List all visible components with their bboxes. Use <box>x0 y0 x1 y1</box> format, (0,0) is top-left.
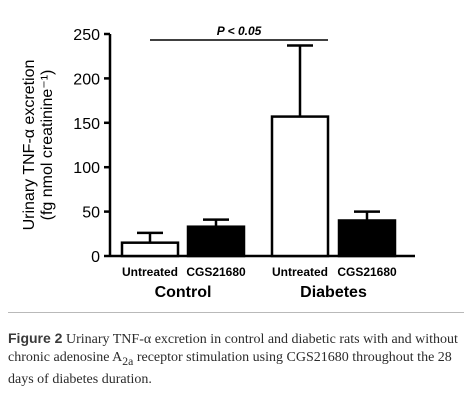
bar <box>186 225 246 258</box>
x-category-label: CGS21680 <box>337 265 397 279</box>
caption-text-2: receptor stimulation using CGS21680 thro… <box>8 350 452 387</box>
y-axis-label-line1: Urinary TNF-α excretion <box>21 60 38 231</box>
significance-label: P < 0.05 <box>217 24 262 38</box>
y-axis-label-line2: (fg nmol creatinine⁻¹) <box>39 70 56 221</box>
y-tick-label: 50 <box>82 205 100 222</box>
y-ticks: 0 50 100 150 200 250 <box>73 27 110 266</box>
y-tick-label: 0 <box>91 249 100 266</box>
caption-subscript: 2a <box>122 354 134 368</box>
bars <box>120 44 397 258</box>
x-category-label: CGS21680 <box>186 265 246 279</box>
x-category-label: Untreated <box>122 265 178 279</box>
caption-label: Figure 2 <box>8 330 63 346</box>
x-group-label: Control <box>155 284 212 301</box>
bar-chart: Urinary TNF-α excretion (fg nmol creatin… <box>21 24 415 301</box>
y-tick-label: 150 <box>73 116 100 133</box>
bar <box>120 241 180 258</box>
significance-annotation: P < 0.05 <box>150 24 328 41</box>
caption-text: Urinary TNF-α excretion in control and d… <box>8 332 458 365</box>
x-group-label: Diabetes <box>300 284 367 301</box>
x-category-label: Untreated <box>272 265 328 279</box>
figure-caption: Figure 2 Urinary TNF-α excretion in cont… <box>8 329 462 389</box>
y-tick-label: 200 <box>73 71 100 88</box>
y-tick-label: 100 <box>73 160 100 177</box>
bar <box>337 219 397 258</box>
caption-divider <box>8 312 464 313</box>
y-tick-label: 250 <box>73 27 100 44</box>
x-labels: Untreated CGS21680 Control Untreated CGS2168… <box>122 265 397 301</box>
y-axis-label: Urinary TNF-α excretion (fg nmol creatin… <box>21 60 56 231</box>
bar <box>270 115 330 258</box>
